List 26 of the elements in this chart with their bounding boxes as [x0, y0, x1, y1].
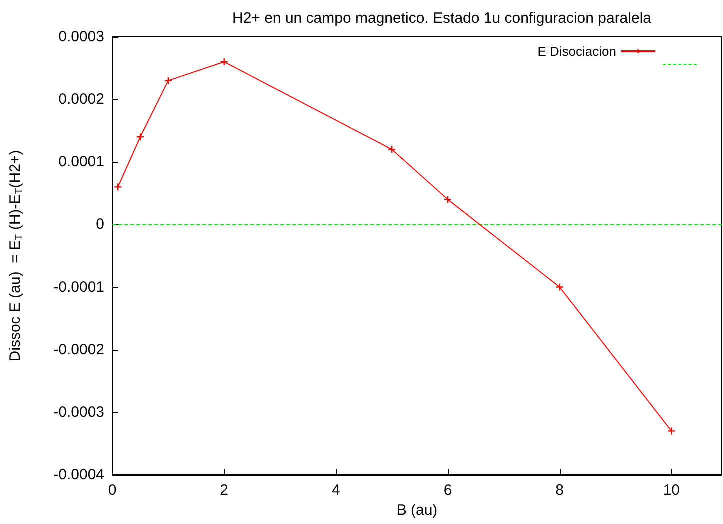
y-tick-label: 0.0003: [58, 28, 104, 46]
point: [114, 183, 122, 192]
point: [136, 133, 145, 142]
x-tick-label: 6: [444, 482, 452, 499]
point: [444, 196, 452, 204]
x-tick-label: 8: [556, 482, 564, 499]
y-tick-label: -0.0001: [54, 278, 104, 296]
y-axis-title: Dissoc E (au) = ET (H)-ET(H2+): [7, 150, 25, 362]
x-tick-label: 2: [220, 482, 229, 499]
y-tick-label: 0: [96, 216, 104, 234]
y-tick-label: -0.0003: [54, 404, 104, 421]
point: [668, 427, 676, 436]
x-axis-title: B (au): [396, 502, 438, 519]
point: [556, 283, 564, 292]
x-tick-label: 10: [663, 482, 680, 499]
point: [220, 58, 228, 66]
point: [164, 76, 173, 85]
x-tick-label: 4: [332, 482, 340, 499]
x-tick-label: 0: [108, 482, 117, 499]
point: [388, 146, 396, 154]
y-tick-label: -0.0004: [54, 466, 104, 484]
y-tick-label: 0.0002: [58, 91, 104, 108]
y-tick-label: -0.0002: [54, 341, 104, 358]
legend-label: E Disociacion: [538, 44, 616, 59]
chart-title: H2+ en un campo magnetico. Estado 1u configuracion paralela: [232, 10, 652, 27]
y-tick-label: 0.0001: [58, 154, 104, 171]
